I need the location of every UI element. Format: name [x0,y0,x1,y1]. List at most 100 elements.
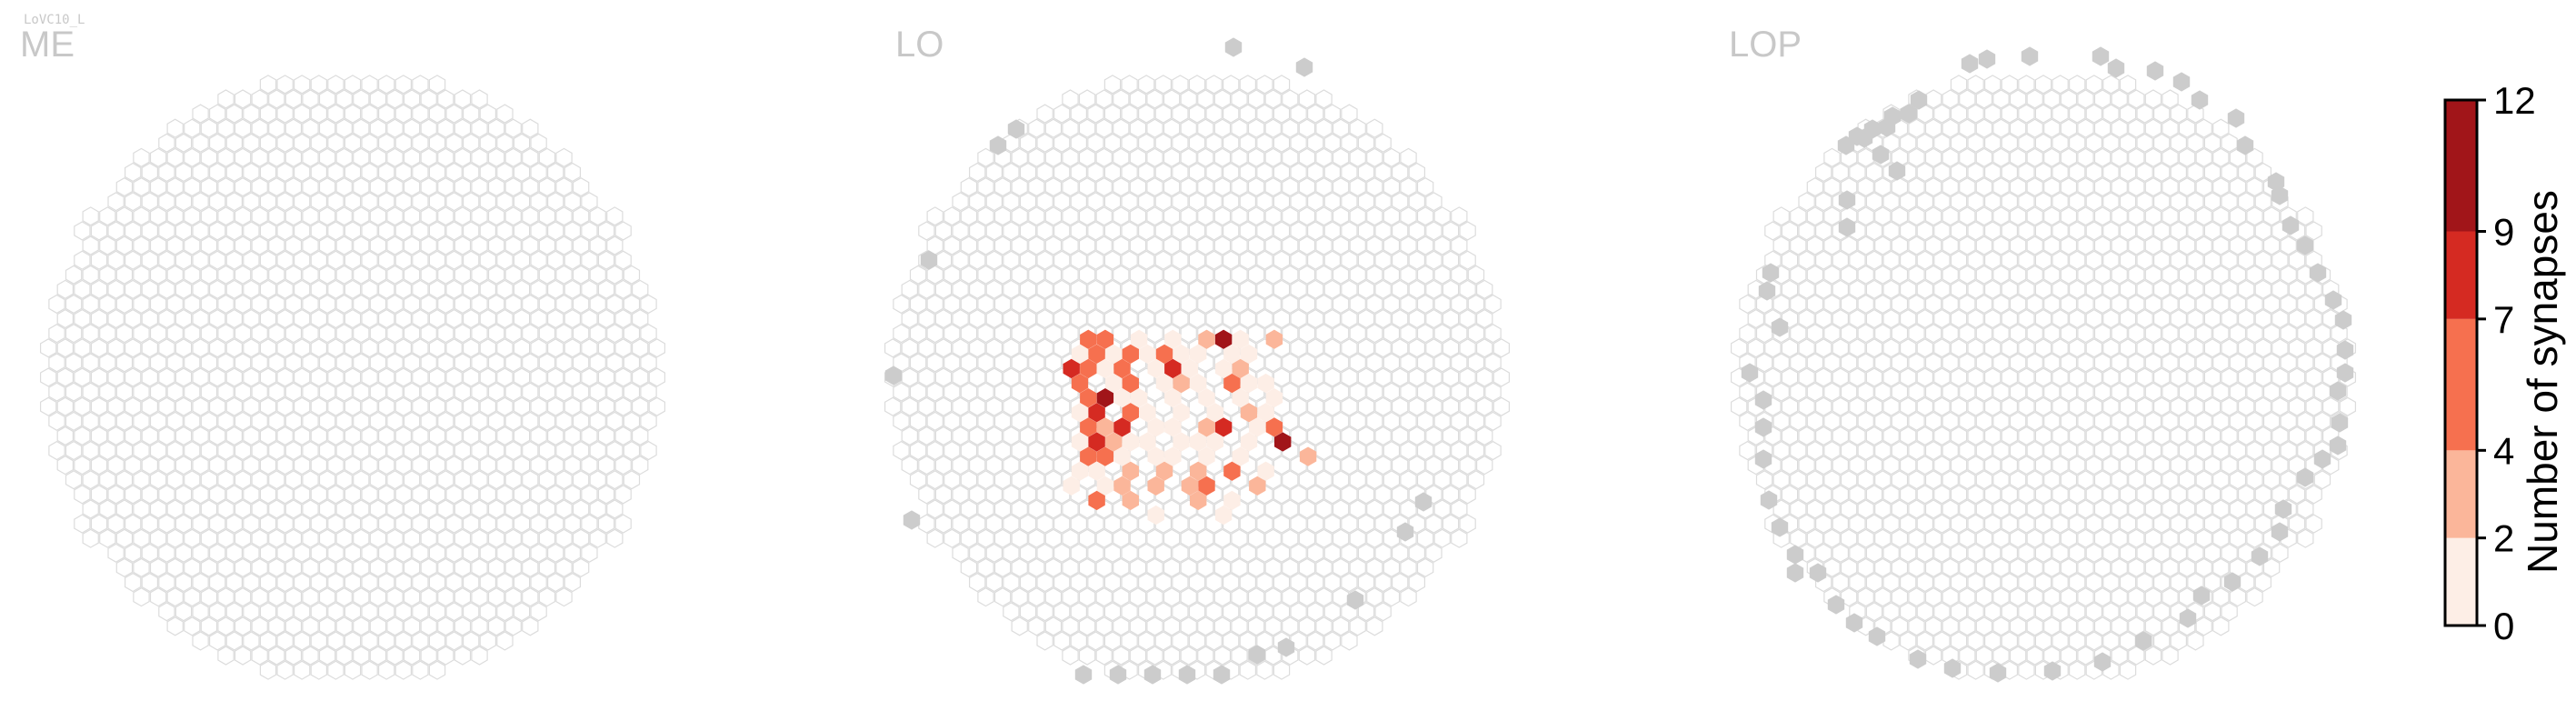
hex-cell [2195,470,2212,490]
hex-cell [1823,499,1841,519]
hex-cell [1832,426,1850,446]
hex-cell [564,485,582,505]
hex-cell [2001,485,2018,505]
hex-cell [2093,587,2112,607]
hex-cell [1942,265,1959,285]
hex-cell [353,147,370,167]
hex-cell [1950,631,1968,651]
hex-cell [2162,470,2179,490]
hex-cell [1256,221,1273,241]
hex-cell [369,206,387,226]
hex-cell [327,543,344,563]
hex-cell [107,221,125,241]
hex-cell [564,572,582,593]
hex-cell [2060,177,2078,197]
hex-cell [1282,177,1299,197]
hex-cell [1298,470,1316,490]
hex-cell [926,440,944,461]
hex-cell [1349,470,1366,490]
hex-cell [1028,118,1045,138]
hex-cell [504,294,522,315]
hex-cell [234,470,252,490]
hex-cell [538,206,556,226]
hex-cell [412,279,429,299]
hex-cell [1865,367,1883,387]
hex-cell [2203,367,2222,387]
hex-cell [1798,426,1815,446]
hex-cell [2128,89,2145,109]
hex-cell [1357,543,1375,563]
hex-cell [1163,646,1181,666]
hex-cell [522,587,539,607]
hex-cell [1341,543,1358,563]
hex-cell [909,353,927,373]
hex-cell [2203,162,2222,183]
data-hex [1173,344,1190,364]
hex-cell [504,557,522,577]
hex-cell [428,250,446,270]
hex-cell [327,192,344,212]
hex-cell [82,235,99,255]
hex-cell [175,367,193,387]
hex-cell [1036,631,1053,651]
hex-cell [1070,279,1088,299]
hex-cell [310,279,327,299]
hex-cell [1840,440,1858,461]
hex-cell [597,426,615,446]
hex-cell [2262,440,2281,461]
hex-cell [1239,250,1257,270]
hex-cell [1916,426,1933,446]
hex-cell [977,353,994,373]
hex-cell [1298,324,1316,344]
hex-cell [48,353,65,373]
hex-cell [327,279,344,299]
hex-cell [1163,235,1181,255]
hex-cell [378,456,395,476]
hex-cell [546,572,564,593]
hex-cell [1823,265,1841,285]
missing-cell [1883,106,1902,126]
hex-cell [479,367,497,387]
hex-cell [1306,367,1324,387]
hex-cell [581,221,598,241]
hex-cell [2060,235,2078,255]
hex-cell [234,324,252,344]
hex-cell [1290,367,1307,387]
hex-cell [1137,250,1155,270]
hex-cell [125,279,142,299]
hex-cell [1374,192,1392,212]
hex-cell [1924,147,1942,167]
data-hex [1113,446,1131,466]
hex-cell [2212,324,2230,344]
hex-cell [251,616,268,636]
hex-cell [2102,396,2120,416]
hex-cell [200,557,218,577]
hex-cell [99,440,116,461]
missing-cell [1786,563,1804,583]
hex-cell [1282,470,1299,490]
hex-cell [243,514,260,534]
hex-cell [1247,557,1265,577]
hex-cell [2136,426,2153,446]
hex-cell [2153,192,2171,212]
hex-cell [1374,514,1392,534]
hex-cell [2077,440,2094,461]
missing-cell [2331,413,2349,433]
hex-cell [2043,528,2061,548]
hex-cell [1840,411,1858,431]
hex-cell [2229,499,2247,519]
hex-cell [1865,279,1883,299]
hex-cell [243,221,260,241]
missing-cell [2329,436,2347,456]
hex-cell [234,235,252,255]
missing-cell [2146,61,2164,81]
hex-cell [2221,543,2238,563]
hex-cell [1933,367,1951,387]
hex-cell [572,235,590,255]
hex-cell [952,367,969,387]
hex-cell [2162,294,2179,315]
hex-cell [2111,118,2128,138]
hex-cell [1036,338,1053,358]
hex-cell [1188,279,1206,299]
hex-cell [259,133,277,153]
